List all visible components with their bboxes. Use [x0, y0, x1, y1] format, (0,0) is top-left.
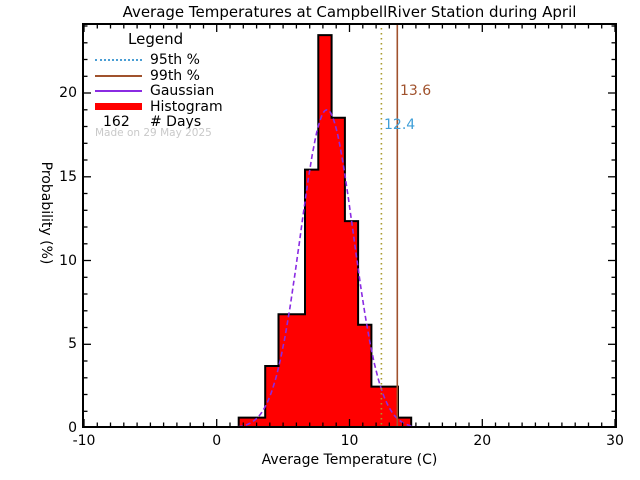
legend-swatch-solid-line: [95, 90, 142, 92]
y-tick-label: 0: [68, 420, 77, 436]
gaussian-curve: [222, 108, 424, 428]
legend-swatch-dotted-line: [95, 59, 142, 61]
y-tick-label: 15: [59, 168, 77, 185]
legend-title: Legend: [128, 30, 184, 48]
legend-swatch-solid-line: [95, 74, 142, 77]
x-tick-label: 0: [212, 433, 222, 449]
histogram-bars: [237, 34, 413, 429]
plot-area: [82, 23, 617, 429]
y-tick-label: 5: [68, 336, 77, 353]
plot-svg: [82, 23, 617, 429]
legend-item-label: 99th %: [150, 67, 200, 84]
legend-item-label: Gaussian: [150, 83, 215, 99]
legend-days-label: # Days: [150, 114, 202, 130]
made-on-stamp: Made on 29 May 2025: [95, 127, 212, 139]
x-tick-label: 20: [473, 433, 492, 449]
chart-title: Average Temperatures at CampbellRiver St…: [122, 3, 577, 21]
x-axis-label: Average Temperature (C): [261, 452, 438, 468]
x-tick-label: 30: [606, 433, 624, 449]
legend-days-value: 162: [103, 114, 130, 130]
y-tick-label: 20: [59, 85, 77, 101]
percentile-95-value-label: 12.4: [384, 117, 416, 133]
legend-item-label: 95th %: [150, 52, 200, 68]
y-axis-label: Probability (%): [38, 161, 54, 265]
legend-swatch-histogram: [95, 102, 142, 110]
y-tick-label: 10: [59, 252, 77, 269]
x-tick-label: -10: [72, 433, 96, 449]
legend-item-label: Histogram: [150, 98, 223, 115]
percentile-99-value-label: 13.6: [400, 83, 432, 99]
x-tick-label: 10: [340, 433, 359, 449]
